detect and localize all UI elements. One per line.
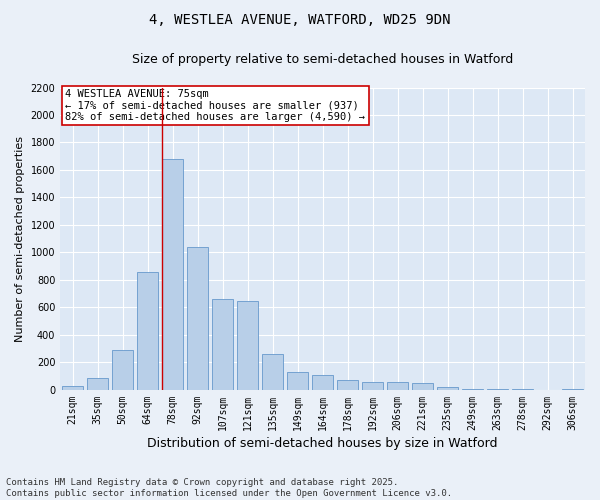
Bar <box>262 354 283 390</box>
Text: Contains HM Land Registry data © Crown copyright and database right 2025.
Contai: Contains HM Land Registry data © Crown c… <box>6 478 452 498</box>
Y-axis label: Number of semi-detached properties: Number of semi-detached properties <box>15 136 25 342</box>
Bar <box>412 383 433 390</box>
Text: 4, WESTLEA AVENUE, WATFORD, WD25 9DN: 4, WESTLEA AVENUE, WATFORD, WD25 9DN <box>149 12 451 26</box>
Bar <box>112 350 133 390</box>
Text: 4 WESTLEA AVENUE: 75sqm
← 17% of semi-detached houses are smaller (937)
82% of s: 4 WESTLEA AVENUE: 75sqm ← 17% of semi-de… <box>65 89 365 122</box>
Bar <box>337 380 358 390</box>
Bar <box>137 272 158 390</box>
X-axis label: Distribution of semi-detached houses by size in Watford: Distribution of semi-detached houses by … <box>148 437 498 450</box>
Bar <box>312 375 333 390</box>
Bar <box>387 382 408 390</box>
Bar <box>87 378 108 390</box>
Title: Size of property relative to semi-detached houses in Watford: Size of property relative to semi-detach… <box>132 52 513 66</box>
Bar <box>287 372 308 390</box>
Bar <box>62 386 83 390</box>
Bar <box>362 382 383 390</box>
Bar <box>437 387 458 390</box>
Bar <box>162 159 183 390</box>
Bar <box>212 299 233 390</box>
Bar <box>237 300 258 390</box>
Bar <box>187 247 208 390</box>
